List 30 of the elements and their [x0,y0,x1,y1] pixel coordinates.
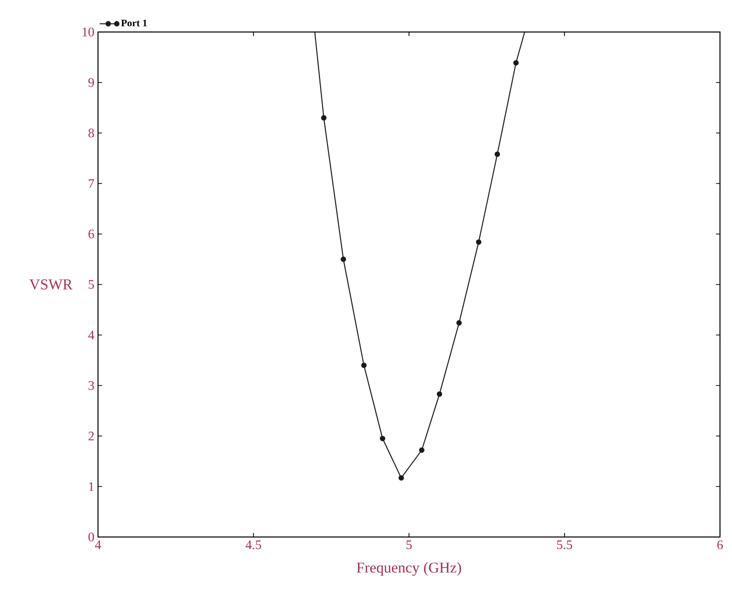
x-tick-label: 5 [406,540,412,550]
point [513,60,519,66]
point [419,447,424,453]
x-axis-title: Frequency (GHz) [356,562,462,576]
x-tick-label: 5.5 [557,540,572,550]
y-tick-label: 4 [88,330,94,340]
y-tick-label: 1 [89,482,94,491]
y-tick-label: 5 [88,280,94,289]
point [361,362,367,368]
point [476,239,482,245]
x-tick-label: 6 [717,540,723,550]
point [321,115,326,121]
point [340,256,346,262]
point [398,475,404,481]
point [494,152,500,157]
x-tick-label: 4.5 [246,540,262,550]
y-tick-label: 2 [88,432,94,440]
y-tick-label: 8 [88,128,94,138]
point [456,320,462,326]
y-tick-label: 6 [88,230,94,238]
y-tick-label: 9 [88,78,94,87]
y-tick-label: 10 [82,28,94,36]
y-tick-label: 7 [88,179,94,188]
y-tick-label: 3 [88,381,94,390]
y-tick-label: 0 [88,532,94,542]
x-tick-label: 4 [95,540,102,550]
legend-label: Port 1 [121,20,147,26]
point [380,436,386,442]
point [436,391,442,397]
y-axis-title: VSWR [29,279,73,290]
